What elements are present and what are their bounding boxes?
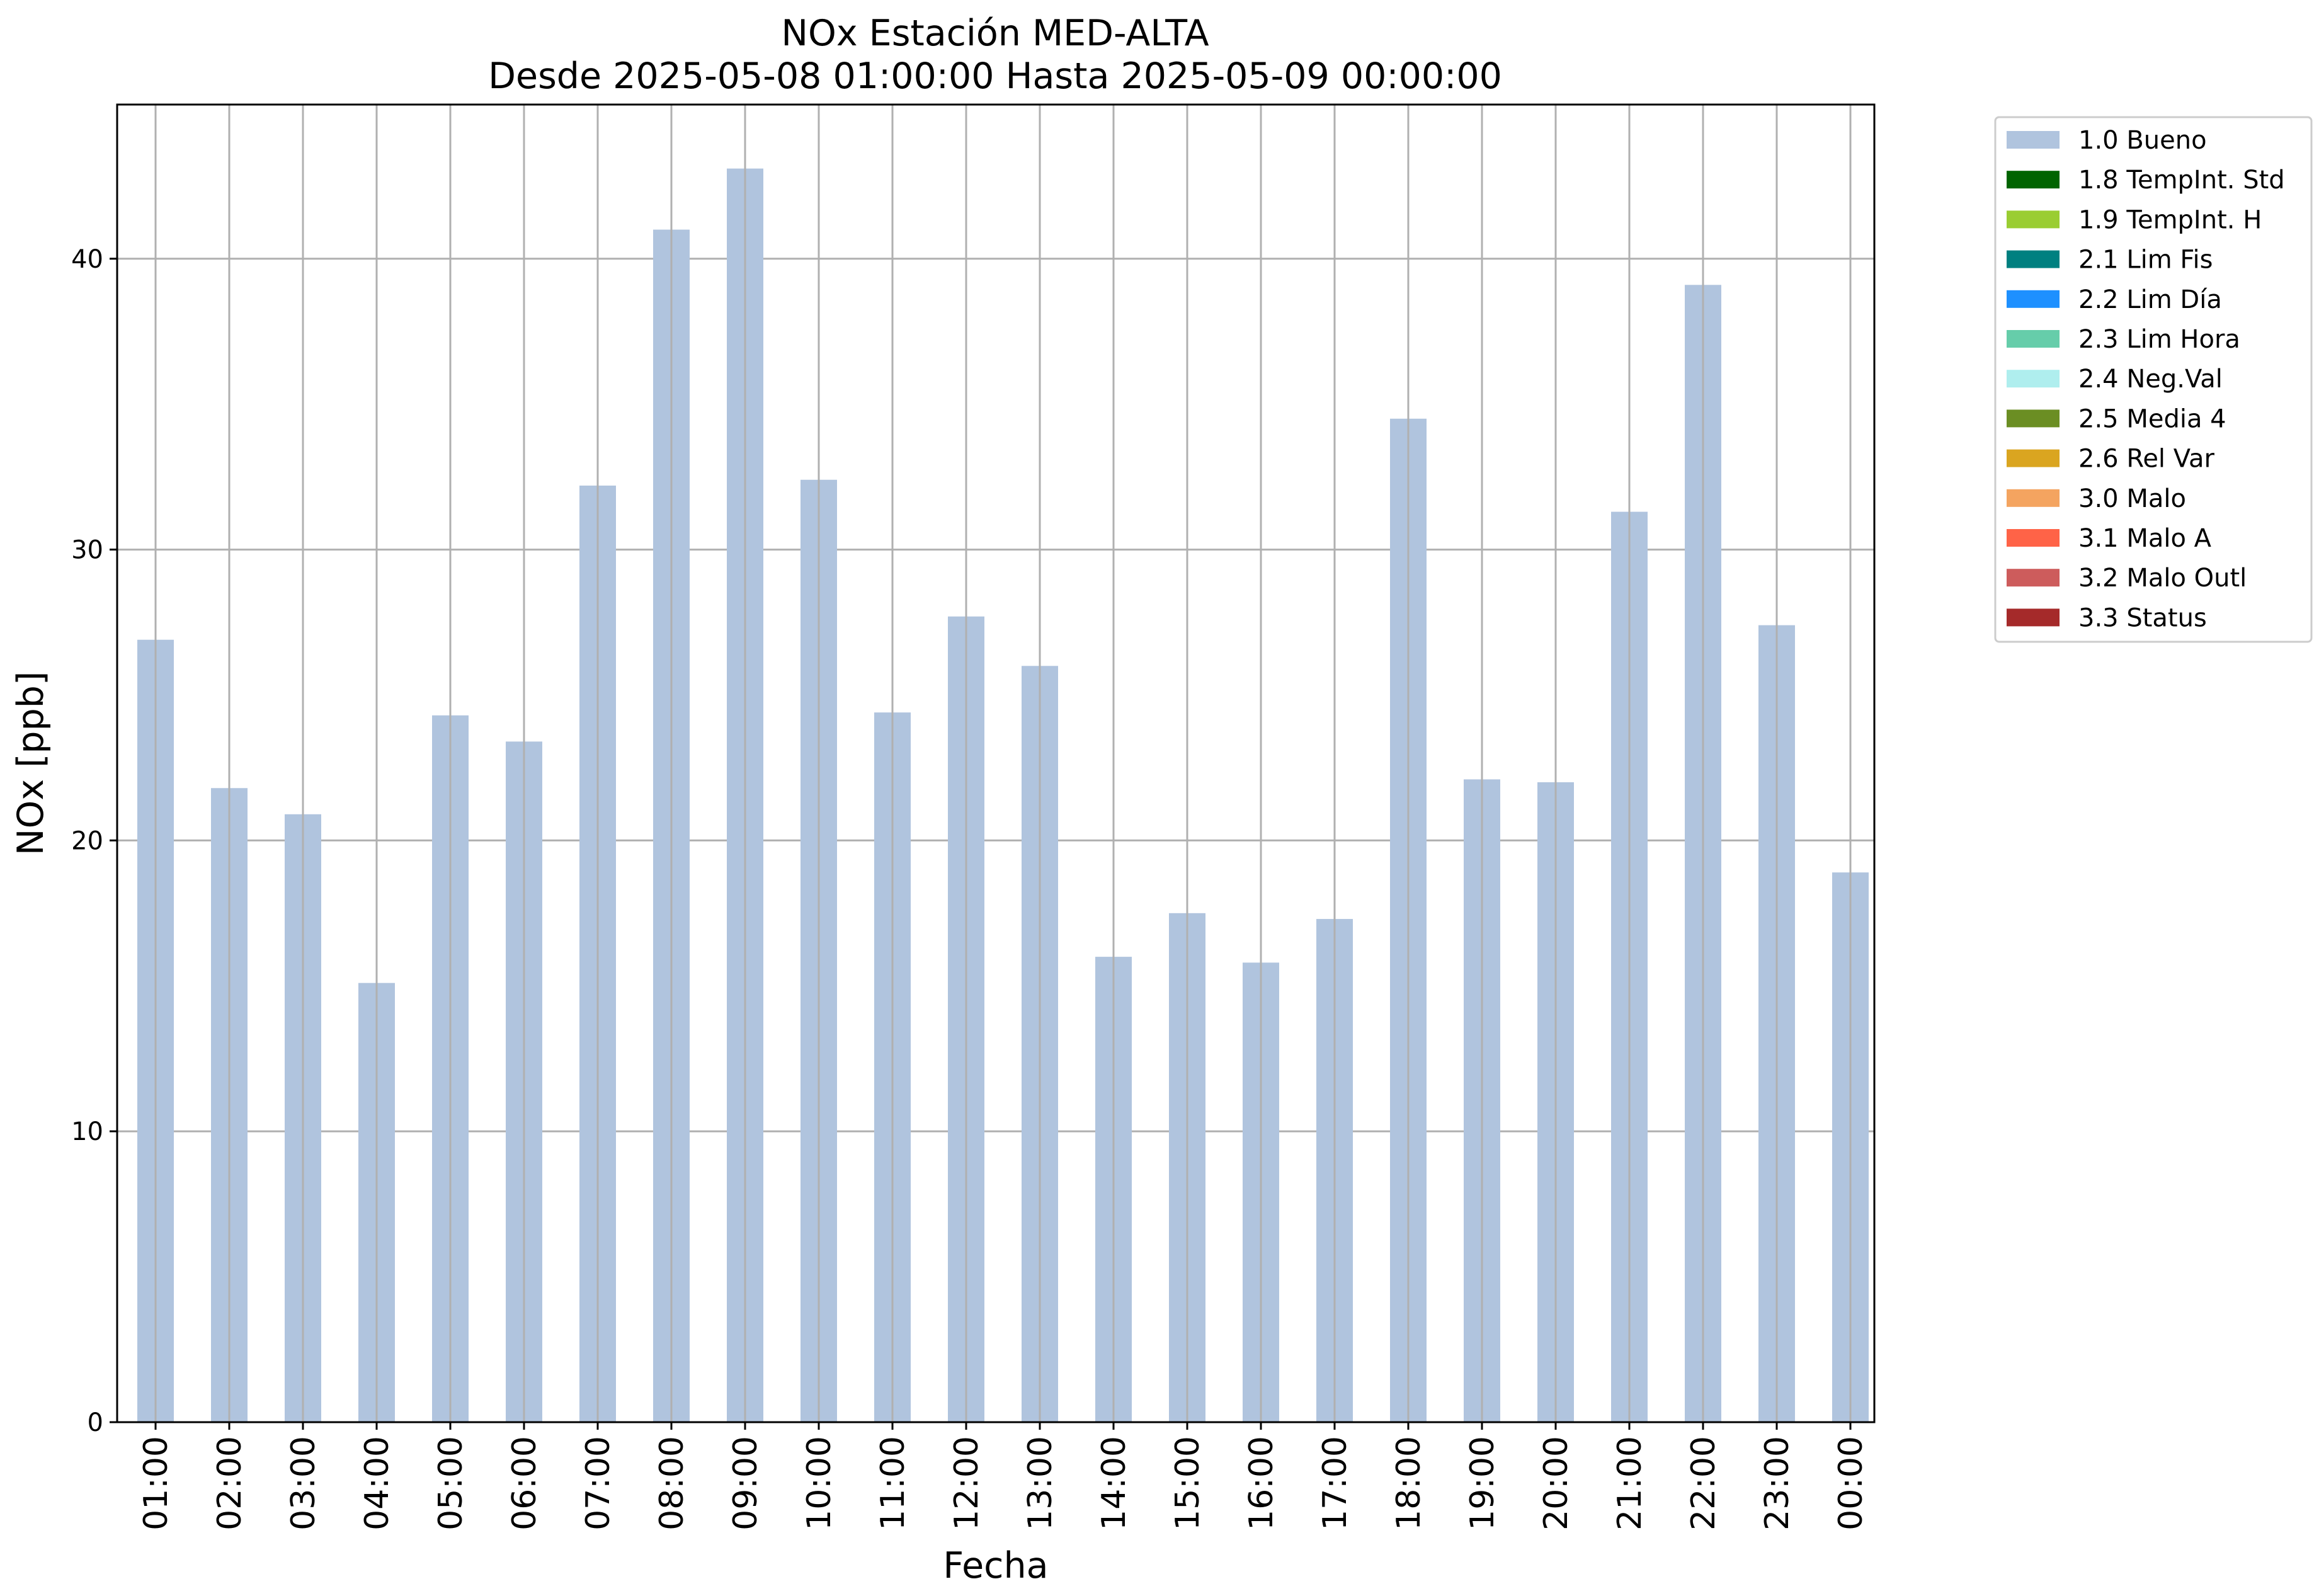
legend-label: 1.8 TempInt. Std — [2078, 166, 2285, 195]
x-tick-label: 05:00 — [432, 1436, 470, 1530]
x-axis-ticks: 01:00 02:00 03:00 04:00 05:00 06:00 07:00 08:00… — [137, 1422, 1870, 1530]
x-tick-label: 07:00 — [579, 1436, 617, 1530]
plot-frame — [116, 103, 1876, 1423]
legend-swatch — [2007, 210, 2060, 229]
legend-label: 2.2 Lim Día — [2078, 285, 2222, 314]
x-tick-label: 18:00 — [1390, 1436, 1428, 1530]
x-tick-label: 12:00 — [948, 1436, 986, 1530]
legend-label: 2.1 Lim Fis — [2078, 246, 2213, 275]
y-tick-label: 20 — [71, 826, 103, 855]
legend-label: 3.2 Malo Outl — [2078, 564, 2247, 593]
y-axis-label: NOx [ppb] — [10, 671, 52, 855]
legend-label: 1.0 Bueno — [2078, 126, 2207, 155]
legend-swatch — [2007, 608, 2060, 627]
x-tick-label: 01:00 — [137, 1436, 175, 1530]
legend-swatch — [2007, 250, 2060, 268]
legend-label: 2.5 Media 4 — [2078, 404, 2226, 433]
legend: 1.0 Bueno 1.8 TempInt. Std 1.9 TempInt. H 2… — [1994, 116, 2313, 643]
x-tick-label: 17:00 — [1316, 1436, 1354, 1530]
y-axis-ticks: 0 10 20 30 40 — [71, 245, 117, 1437]
y-tick-label: 30 — [71, 536, 103, 565]
x-tick-label: 15:00 — [1169, 1436, 1207, 1530]
y-tick-label: 40 — [71, 245, 103, 274]
x-tick-label: 08:00 — [653, 1436, 691, 1530]
x-tick-label: 21:00 — [1611, 1436, 1649, 1530]
legend-label: 3.3 Status — [2078, 603, 2207, 632]
x-tick-label: 23:00 — [1758, 1436, 1796, 1530]
x-tick-label: 11:00 — [874, 1436, 912, 1530]
legend-box — [1994, 116, 2313, 643]
legend-label: 3.0 Malo — [2078, 484, 2186, 513]
legend-label: 3.1 Malo A — [2078, 524, 2212, 553]
legend-swatch — [2007, 171, 2060, 189]
x-tick-label: 16:00 — [1243, 1436, 1280, 1530]
chart-title: NOx Estación MED-ALTA — [781, 13, 1209, 54]
legend-swatch — [2007, 529, 2060, 547]
x-axis-label: Fecha — [943, 1545, 1048, 1587]
x-tick-label: 10:00 — [801, 1436, 838, 1530]
legend-swatch — [2007, 131, 2060, 149]
legend-label: 2.4 Neg.Val — [2078, 365, 2223, 394]
x-tick-label: 20:00 — [1537, 1436, 1575, 1530]
x-tick-label: 19:00 — [1464, 1436, 1501, 1530]
x-tick-label: 04:00 — [358, 1436, 396, 1530]
y-tick-label: 0 — [88, 1408, 103, 1437]
legend-swatch — [2007, 290, 2060, 308]
x-tick-label: 03:00 — [285, 1436, 322, 1530]
x-tick-label: 02:00 — [211, 1436, 249, 1530]
x-tick-label: 13:00 — [1022, 1436, 1059, 1530]
legend-swatch — [2007, 370, 2060, 388]
legend-label: 2.3 Lim Hora — [2078, 325, 2240, 354]
y-tick-label: 10 — [71, 1117, 103, 1146]
x-tick-label: 06:00 — [506, 1436, 544, 1530]
legend-swatch — [2007, 569, 2060, 587]
legend-swatch — [2007, 449, 2060, 467]
x-tick-label: 00:00 — [1832, 1436, 1870, 1530]
x-tick-label: 22:00 — [1685, 1436, 1723, 1530]
legend-swatch — [2007, 489, 2060, 507]
x-tick-label: 09:00 — [727, 1436, 765, 1530]
legend-label: 2.6 Rel Var — [2078, 445, 2215, 474]
chart-subtitle: Desde 2025-05-08 01:00:00 Hasta 2025-05-… — [488, 55, 1502, 97]
x-tick-label: 14:00 — [1095, 1436, 1133, 1530]
legend-label: 1.9 TempInt. H — [2078, 205, 2262, 234]
legend-swatch — [2007, 409, 2060, 428]
legend-swatch — [2007, 330, 2060, 348]
x-grid-lines — [154, 105, 1852, 1422]
